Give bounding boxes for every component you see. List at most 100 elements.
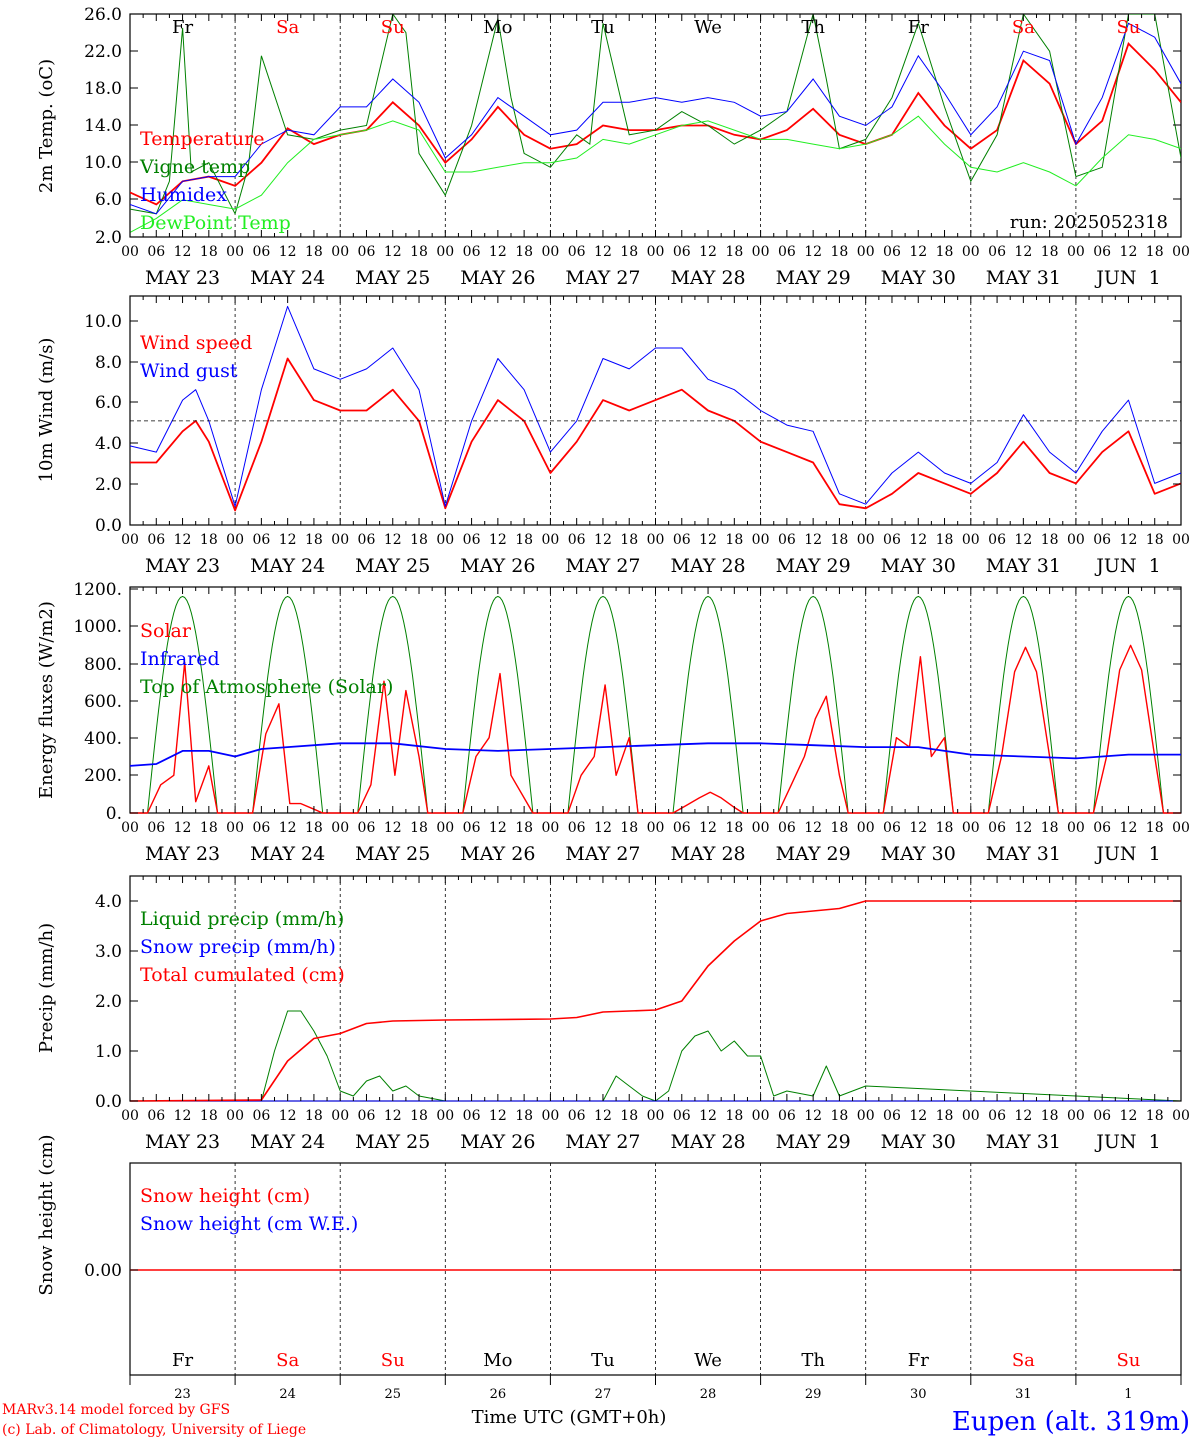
- hour-tick-label: 18: [305, 244, 323, 260]
- hour-tick-label: 06: [568, 1108, 586, 1124]
- hour-tick-label: 12: [1120, 244, 1138, 260]
- series-wind-speed: [130, 357, 1182, 512]
- hour-tick-label: 18: [1041, 820, 1059, 836]
- hour-tick-label: 06: [778, 244, 796, 260]
- hour-tick-label: 18: [725, 820, 743, 836]
- date-label: MAY 24: [250, 843, 325, 865]
- credit-line-1: MARv3.14 model forced by GFS: [2, 1402, 230, 1418]
- day-number-label: 1: [1124, 1387, 1132, 1402]
- hour-tick-label: 06: [883, 244, 901, 260]
- x-axis-label: Time UTC (GMT+0h): [472, 1407, 667, 1428]
- hour-tick-label: 18: [831, 532, 849, 548]
- hour-tick-label: 18: [1041, 244, 1059, 260]
- y-tick-label: 8.0: [95, 353, 122, 373]
- hour-tick-label: 12: [279, 1108, 297, 1124]
- hour-tick-label: 06: [568, 244, 586, 260]
- date-label: MAY 29: [776, 555, 851, 577]
- legend-entry: Snow height (cm): [140, 1185, 310, 1207]
- day-abbr-label: Mo: [483, 17, 512, 38]
- hour-tick-label: 18: [620, 1108, 638, 1124]
- series-dewpoint-temp: [130, 115, 1181, 233]
- hour-tick-label: 18: [410, 244, 428, 260]
- date-label: MAY 30: [881, 267, 956, 289]
- hour-tick-label: 18: [725, 532, 743, 548]
- date-label: MAY 27: [565, 555, 640, 577]
- series-liquid-precip-mm-h-: [130, 1010, 1182, 1102]
- hour-tick-label: 18: [831, 244, 849, 260]
- y-tick-label: 600.: [84, 692, 122, 712]
- hour-tick-label: 00: [226, 532, 244, 548]
- y-tick-label: 26.0: [84, 5, 122, 25]
- hour-tick-label: 18: [305, 532, 323, 548]
- run-label: run: 2025052318: [1010, 212, 1168, 233]
- hour-tick-label: 18: [515, 532, 533, 548]
- hour-tick-label: 18: [515, 820, 533, 836]
- hour-tick-label: 18: [936, 1108, 954, 1124]
- hour-tick-label: 12: [174, 820, 192, 836]
- day-number-label: 26: [490, 1387, 507, 1402]
- hour-tick-label: 00: [436, 532, 454, 548]
- axis-ticks: [129, 13, 1182, 1385]
- hour-tick-label: 00: [121, 532, 139, 548]
- hour-tick-label: 06: [358, 1108, 376, 1124]
- y-tick-label: 18.0: [84, 79, 122, 99]
- credit-line-2: (c) Lab. of Climatology, University of L…: [2, 1422, 306, 1438]
- y-tick-label: 200.: [84, 766, 122, 786]
- hour-tick-label: 12: [384, 820, 402, 836]
- y-tick-label: 2.0: [95, 228, 122, 248]
- hour-tick-label: 00: [962, 244, 980, 260]
- date-label: MAY 29: [776, 267, 851, 289]
- hour-tick-label: 12: [909, 1108, 927, 1124]
- date-label: MAY 28: [670, 843, 745, 865]
- y-tick-label: 10.0: [84, 153, 122, 173]
- hour-tick-label: 18: [305, 820, 323, 836]
- hour-tick-label: 00: [962, 1108, 980, 1124]
- day-abbr-label: Mo: [483, 1350, 512, 1371]
- date-label: MAY 28: [670, 555, 745, 577]
- hour-tick-label: 00: [541, 532, 559, 548]
- legend-entry: Vigne temp: [139, 156, 250, 178]
- hour-tick-label: 12: [174, 1108, 192, 1124]
- hour-tick-label: 12: [909, 820, 927, 836]
- y-tick-label: 1200.: [73, 580, 122, 600]
- hour-tick-label: 12: [1120, 532, 1138, 548]
- hour-tick-label: 12: [909, 532, 927, 548]
- legend-entry: Snow precip (mm/h): [140, 936, 336, 958]
- hour-tick-label: 00: [331, 244, 349, 260]
- date-label: MAY 25: [355, 555, 430, 577]
- date-label: JUN 1: [1094, 1131, 1160, 1153]
- hour-tick-label: 00: [226, 1108, 244, 1124]
- y-axis-label: 10m Wind (m/s): [36, 338, 57, 483]
- hour-tick-label: 06: [988, 244, 1006, 260]
- legend-entry: Temperature: [140, 128, 264, 150]
- hour-tick-label: 06: [673, 532, 691, 548]
- y-tick-label: 4.0: [95, 892, 122, 912]
- hour-tick-label: 00: [121, 244, 139, 260]
- hour-tick-label: 00: [1067, 532, 1085, 548]
- day-number-label: 31: [1015, 1387, 1032, 1402]
- hour-tick-label: 06: [673, 244, 691, 260]
- hour-tick-label: 18: [515, 244, 533, 260]
- hour-tick-label: 00: [1172, 820, 1190, 836]
- day-abbr-label: Tu: [591, 1350, 615, 1371]
- hour-tick-label: 06: [252, 820, 270, 836]
- hour-tick-label: 12: [1014, 820, 1032, 836]
- hour-tick-label: 18: [831, 1108, 849, 1124]
- hour-tick-label: 18: [1041, 1108, 1059, 1124]
- date-label: MAY 31: [986, 843, 1061, 865]
- hour-tick-label: 00: [121, 1108, 139, 1124]
- date-label: MAY 31: [986, 555, 1061, 577]
- y-tick-label: 2.0: [95, 475, 122, 495]
- hour-tick-label: 00: [962, 532, 980, 548]
- hour-tick-label: 06: [147, 820, 165, 836]
- series-total-cumulated-cm-: [129, 900, 1181, 1102]
- hour-tick-label: 12: [1014, 532, 1032, 548]
- hour-tick-label: 00: [121, 820, 139, 836]
- hour-tick-label: 12: [699, 820, 717, 836]
- hour-tick-label: 18: [410, 532, 428, 548]
- hour-tick-label: 00: [857, 820, 875, 836]
- hour-tick-label: 18: [1146, 1108, 1164, 1124]
- hour-tick-label: 00: [857, 244, 875, 260]
- date-label: MAY 23: [145, 555, 220, 577]
- day-number-label: 30: [910, 1387, 927, 1402]
